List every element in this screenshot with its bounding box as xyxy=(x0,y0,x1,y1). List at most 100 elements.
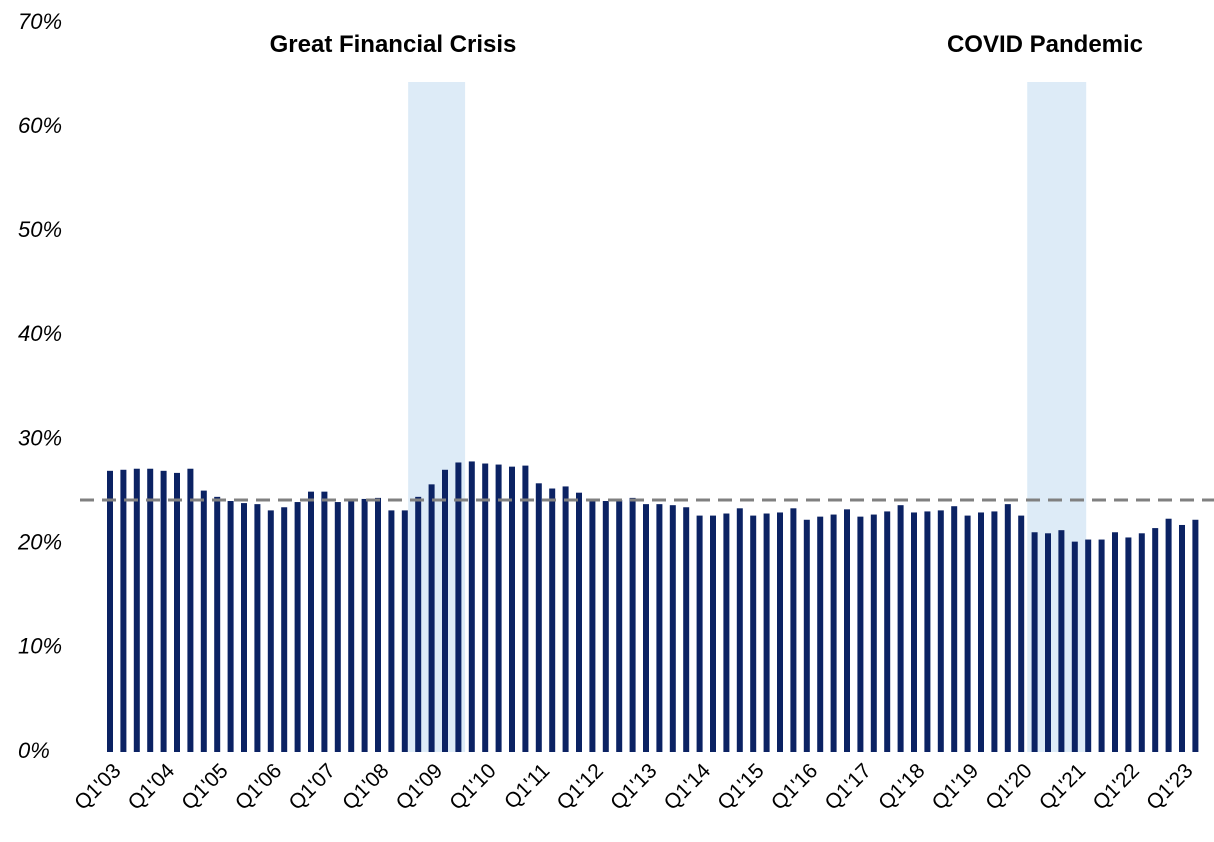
bar xyxy=(415,496,422,752)
bar xyxy=(200,490,207,752)
y-tick-label: 40% xyxy=(18,321,62,346)
x-tick-label: Q1'23 xyxy=(1142,759,1197,814)
bar xyxy=(817,516,824,752)
bar xyxy=(401,510,408,752)
bar xyxy=(777,512,783,752)
bar xyxy=(1152,528,1159,752)
x-tick-label: Q1'04 xyxy=(124,759,180,815)
bar xyxy=(442,469,448,752)
bar xyxy=(361,498,368,752)
bar xyxy=(227,501,234,752)
bar xyxy=(602,501,609,752)
bar xyxy=(120,469,127,752)
x-tick-label: Q1'17 xyxy=(821,759,876,814)
bar xyxy=(174,472,180,752)
bar xyxy=(1018,515,1025,752)
bar xyxy=(924,511,931,752)
x-tick-label: Q1'18 xyxy=(874,759,929,814)
bar xyxy=(830,514,837,752)
bar xyxy=(897,505,904,752)
x-tick-label: Q1'13 xyxy=(606,759,661,814)
bar xyxy=(133,468,140,752)
bar xyxy=(241,503,247,752)
bar xyxy=(870,514,877,752)
bar xyxy=(308,491,314,752)
bar xyxy=(589,499,596,752)
bar xyxy=(1045,533,1051,752)
bar xyxy=(1031,532,1038,752)
bar xyxy=(468,461,475,752)
x-tick-label: Q1'14 xyxy=(660,759,716,815)
bar xyxy=(710,515,716,752)
bar xyxy=(482,463,489,752)
bar xyxy=(978,512,984,752)
bar xyxy=(857,516,864,752)
bar xyxy=(750,515,757,752)
bar xyxy=(1004,504,1011,752)
bar xyxy=(281,507,288,752)
bar xyxy=(736,508,743,752)
x-tick-label: Q1'22 xyxy=(1089,759,1144,814)
bar xyxy=(428,484,435,752)
x-tick-label: Q1'09 xyxy=(392,759,447,814)
bar xyxy=(549,488,556,752)
bar xyxy=(1112,532,1118,752)
y-tick-label: 10% xyxy=(18,634,62,659)
bar xyxy=(656,504,663,752)
bar xyxy=(294,502,301,752)
x-tick-label: Q1'11 xyxy=(500,759,554,813)
bar xyxy=(576,492,582,752)
bar xyxy=(267,510,274,752)
bar xyxy=(844,509,850,752)
bar xyxy=(1138,533,1145,752)
y-tick-label: 70% xyxy=(18,9,62,34)
x-tick-label: Q1'05 xyxy=(177,759,232,814)
y-tick-label: 20% xyxy=(17,530,62,555)
bar xyxy=(214,496,221,752)
x-tick-label: Q1'08 xyxy=(338,759,393,814)
period-label: COVID Pandemic xyxy=(947,31,1143,58)
bar xyxy=(683,507,690,752)
bar xyxy=(375,497,381,752)
bar xyxy=(1179,524,1185,752)
bar xyxy=(763,513,770,752)
bar xyxy=(1071,541,1078,752)
y-tick-label: 60% xyxy=(18,113,62,138)
bar xyxy=(964,515,971,752)
y-tick-label: 30% xyxy=(18,425,62,450)
bar xyxy=(1125,537,1132,752)
bar xyxy=(643,504,649,752)
bar xyxy=(884,511,891,752)
bar xyxy=(629,497,636,752)
x-tick-label: Q1'10 xyxy=(445,759,500,814)
bar xyxy=(334,502,341,752)
bar xyxy=(937,510,944,752)
bar xyxy=(1058,530,1065,752)
bar xyxy=(1192,519,1199,752)
bar xyxy=(348,501,355,752)
bar xyxy=(1098,539,1105,752)
x-tick-label: Q1'21 xyxy=(1035,759,1090,814)
bar xyxy=(951,506,958,752)
x-tick-label: Q1'16 xyxy=(767,759,822,814)
bar xyxy=(388,510,395,752)
bar xyxy=(535,483,542,752)
y-tick-label: 0% xyxy=(18,738,50,763)
y-tick-label: 50% xyxy=(18,217,62,242)
x-tick-label: Q1'15 xyxy=(713,759,768,814)
bar xyxy=(254,504,261,752)
bar xyxy=(187,468,194,752)
x-tick-label: Q1'07 xyxy=(285,759,340,814)
bar xyxy=(991,511,998,752)
x-tick-label: Q1'20 xyxy=(981,759,1036,814)
bar xyxy=(723,513,730,752)
x-tick-label: Q1'19 xyxy=(928,759,983,814)
bar xyxy=(147,468,154,752)
bar xyxy=(107,470,113,752)
bar xyxy=(509,466,515,752)
bar xyxy=(803,519,810,752)
bar xyxy=(495,464,502,752)
bar xyxy=(696,515,703,752)
bar xyxy=(669,505,676,752)
